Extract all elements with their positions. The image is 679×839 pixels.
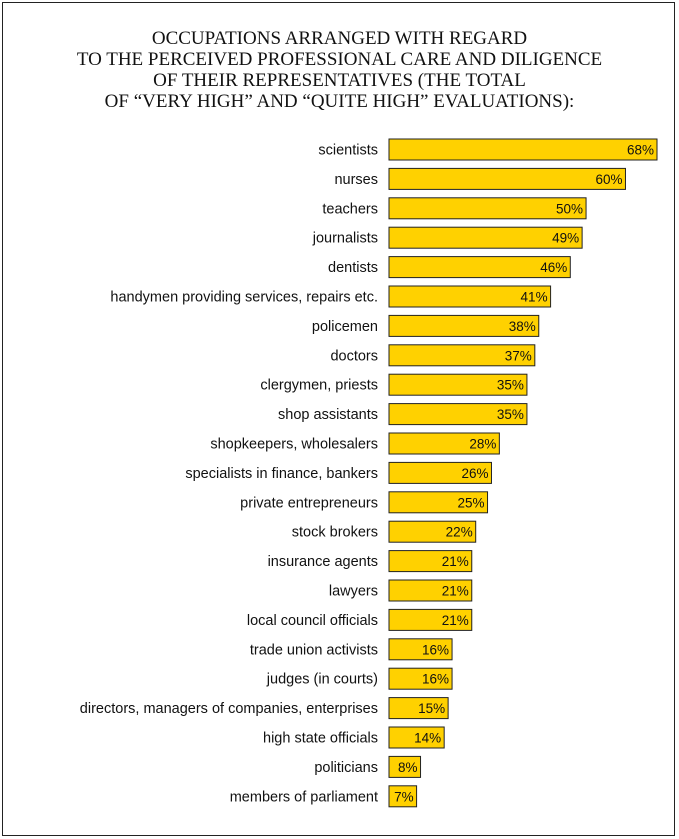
bar bbox=[388, 167, 626, 190]
bar bbox=[388, 667, 453, 690]
value-label: 14% bbox=[414, 731, 441, 746]
category-label: shop assistants bbox=[278, 407, 378, 423]
value-label: 7% bbox=[394, 789, 414, 804]
category-label: high state officials bbox=[263, 731, 378, 747]
bar bbox=[388, 344, 536, 367]
value-label: 16% bbox=[422, 672, 449, 687]
value-label: 22% bbox=[446, 525, 473, 540]
category-label: local council officials bbox=[247, 613, 378, 629]
bar bbox=[388, 314, 540, 337]
value-label: 50% bbox=[556, 201, 583, 216]
title-line: OCCUPATIONS ARRANGED WITH REGARD bbox=[151, 28, 528, 49]
bar bbox=[388, 197, 587, 220]
category-label: politicians bbox=[314, 760, 378, 776]
category-label: policemen bbox=[312, 319, 378, 335]
bar bbox=[388, 226, 583, 249]
chart-title: OCCUPATIONS ARRANGED WITH REGARD TO THE … bbox=[0, 28, 679, 112]
category-label: clergymen, priests bbox=[260, 378, 378, 394]
category-label: doctors bbox=[330, 348, 378, 364]
category-label: insurance agents bbox=[268, 554, 378, 570]
value-label: 60% bbox=[595, 172, 622, 187]
category-label: scientists bbox=[318, 143, 378, 159]
category-label: nurses bbox=[334, 172, 378, 188]
value-label: 8% bbox=[398, 760, 418, 775]
value-label: 49% bbox=[552, 231, 579, 246]
title-line: TO THE PERCEIVED PROFESSIONAL CARE AND D… bbox=[76, 49, 603, 70]
category-label: trade union activists bbox=[250, 642, 378, 658]
category-label: dentists bbox=[328, 260, 378, 276]
bar bbox=[388, 256, 571, 279]
category-label: lawyers bbox=[329, 584, 378, 600]
category-label: directors, managers of companies, enterp… bbox=[80, 701, 378, 717]
category-label: handymen providing services, repairs etc… bbox=[110, 290, 378, 306]
category-label: shopkeepers, wholesalers bbox=[210, 437, 378, 453]
value-label: 35% bbox=[497, 407, 524, 422]
value-label: 37% bbox=[505, 348, 532, 363]
bar bbox=[388, 432, 500, 455]
category-label: teachers bbox=[322, 201, 378, 217]
bar bbox=[388, 579, 473, 602]
value-label: 15% bbox=[418, 701, 445, 716]
category-label: private entrepreneurs bbox=[240, 495, 378, 511]
bar bbox=[388, 697, 449, 720]
category-label: stock brokers bbox=[292, 525, 378, 541]
category-label: judges (in courts) bbox=[266, 672, 378, 688]
bar bbox=[388, 726, 445, 749]
bar bbox=[388, 491, 489, 514]
value-label: 68% bbox=[627, 143, 654, 158]
bar bbox=[388, 373, 528, 396]
value-label: 38% bbox=[509, 319, 536, 334]
bar bbox=[388, 755, 422, 778]
bar bbox=[388, 461, 492, 484]
bar bbox=[388, 520, 477, 543]
title-line: OF THEIR REPRESENTATIVES (THE TOTAL bbox=[153, 70, 526, 91]
value-label: 46% bbox=[540, 260, 567, 275]
value-label: 28% bbox=[469, 437, 496, 452]
value-label: 35% bbox=[497, 378, 524, 393]
category-label: specialists in finance, bankers bbox=[185, 466, 378, 482]
bar bbox=[388, 403, 528, 426]
value-label: 21% bbox=[442, 554, 469, 569]
bar bbox=[388, 285, 552, 308]
bar bbox=[388, 785, 418, 808]
category-label: members of parliament bbox=[230, 789, 378, 805]
bar bbox=[388, 550, 473, 573]
value-label: 25% bbox=[457, 495, 484, 510]
bar bbox=[388, 638, 453, 661]
value-label: 26% bbox=[461, 466, 488, 481]
value-label: 16% bbox=[422, 642, 449, 657]
bar bbox=[388, 608, 473, 631]
value-label: 41% bbox=[521, 290, 548, 305]
bar bbox=[388, 138, 658, 161]
title-line: OF “VERY HIGH” AND “QUITE HIGH” EVALUATI… bbox=[104, 91, 575, 112]
value-label: 21% bbox=[442, 584, 469, 599]
value-label: 21% bbox=[442, 613, 469, 628]
category-label: journalists bbox=[312, 231, 378, 247]
